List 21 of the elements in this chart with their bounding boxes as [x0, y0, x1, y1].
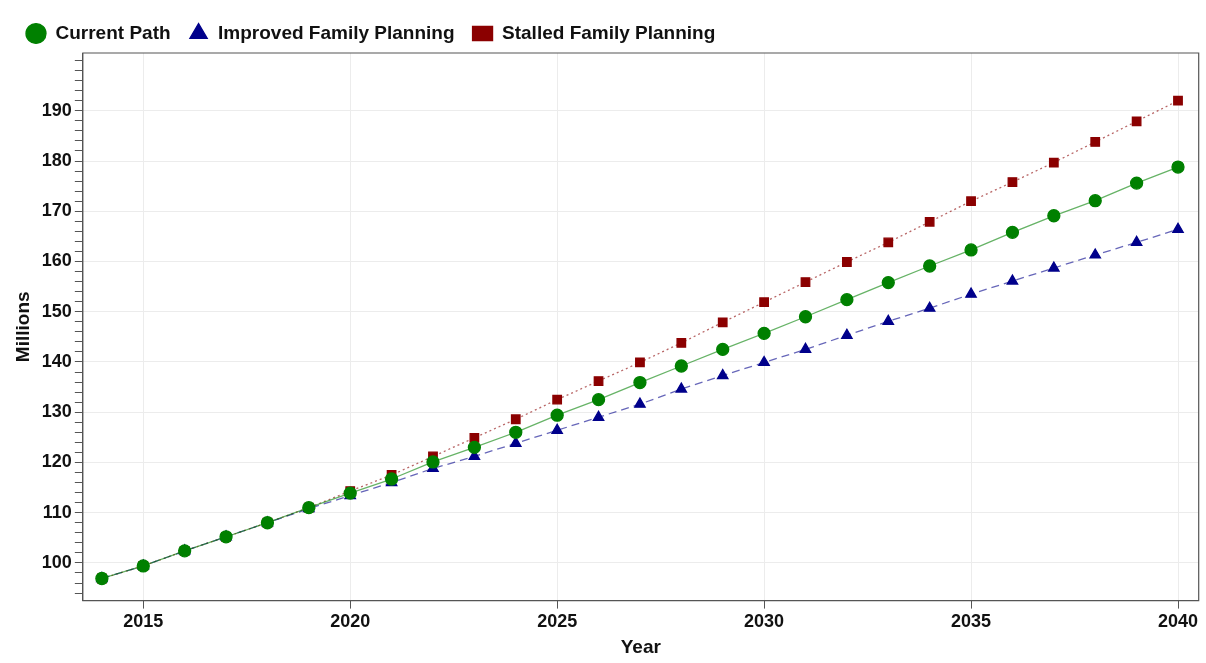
x-tick-label: 2025 [537, 611, 578, 632]
y-tick-label: 130 [41, 401, 72, 422]
x-tick-label: 2030 [744, 611, 785, 632]
x-tick-label: 2015 [123, 611, 164, 632]
y-tick-label: 190 [41, 99, 72, 120]
legend-label: Improved Family Planning [218, 21, 455, 43]
y-tick-label: 120 [41, 451, 72, 472]
y-axis-title: Millions [11, 291, 33, 363]
x-tick-label: 2035 [951, 611, 992, 632]
y-tick-label: 150 [41, 300, 72, 321]
y-tick-label: 160 [41, 250, 72, 271]
x-tick-label: 2020 [330, 611, 371, 632]
y-tick-label: 170 [41, 200, 72, 221]
y-tick-label: 100 [41, 551, 72, 572]
y-tick-label: 140 [41, 350, 72, 371]
y-tick-label: 110 [42, 501, 72, 522]
x-tick-label: 2040 [1157, 611, 1199, 632]
legend-label: Stalled Family Planning [502, 21, 716, 43]
legend-label: Current Path [55, 21, 171, 43]
x-axis-title: Year [620, 635, 662, 657]
y-tick-label: 180 [41, 149, 72, 170]
